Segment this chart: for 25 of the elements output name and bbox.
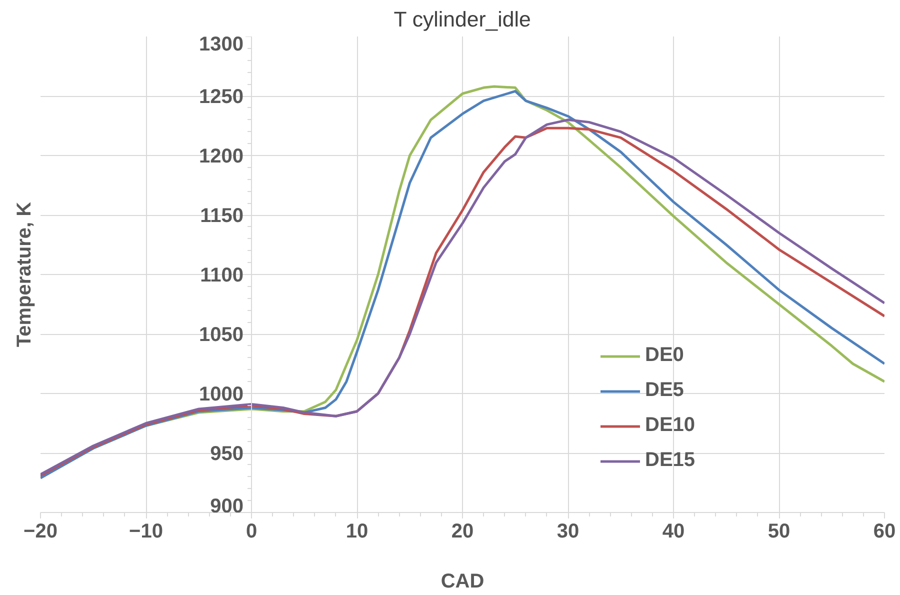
y-tick-label: 950 <box>210 443 244 465</box>
y-tick-label: 1250 <box>199 86 244 108</box>
y-tick-label: 1300 <box>199 34 244 56</box>
x-tick-label: 40 <box>662 520 685 542</box>
y-tick-label: 1200 <box>199 146 244 168</box>
legend-label: DE15 <box>645 449 696 472</box>
x-tick-label: 0 <box>246 520 258 542</box>
x-tick-label: −10 <box>129 520 163 542</box>
y-tick-label: 1150 <box>200 205 244 227</box>
y-tick-label: 1000 <box>199 384 244 406</box>
legend-label: DE0 <box>645 344 684 367</box>
x-tick-label: 60 <box>873 520 896 542</box>
x-axis-title: CAD <box>440 570 484 592</box>
y-tick-label: 1100 <box>200 264 244 286</box>
legend-label: DE5 <box>645 379 684 402</box>
chart-title: T cylinder_idle <box>394 8 531 32</box>
x-tick-label: 30 <box>556 520 580 542</box>
x-tick-label: 20 <box>451 520 474 542</box>
x-tick-label: 10 <box>346 520 368 542</box>
y-tick-label: 1050 <box>199 324 244 346</box>
x-tick-label: −20 <box>24 520 58 542</box>
legend-label: DE10 <box>645 414 696 437</box>
x-tick-label: 50 <box>768 520 790 542</box>
y-axis-title: Temperature, K <box>14 201 36 348</box>
y-tick-label: 900 <box>210 496 244 518</box>
